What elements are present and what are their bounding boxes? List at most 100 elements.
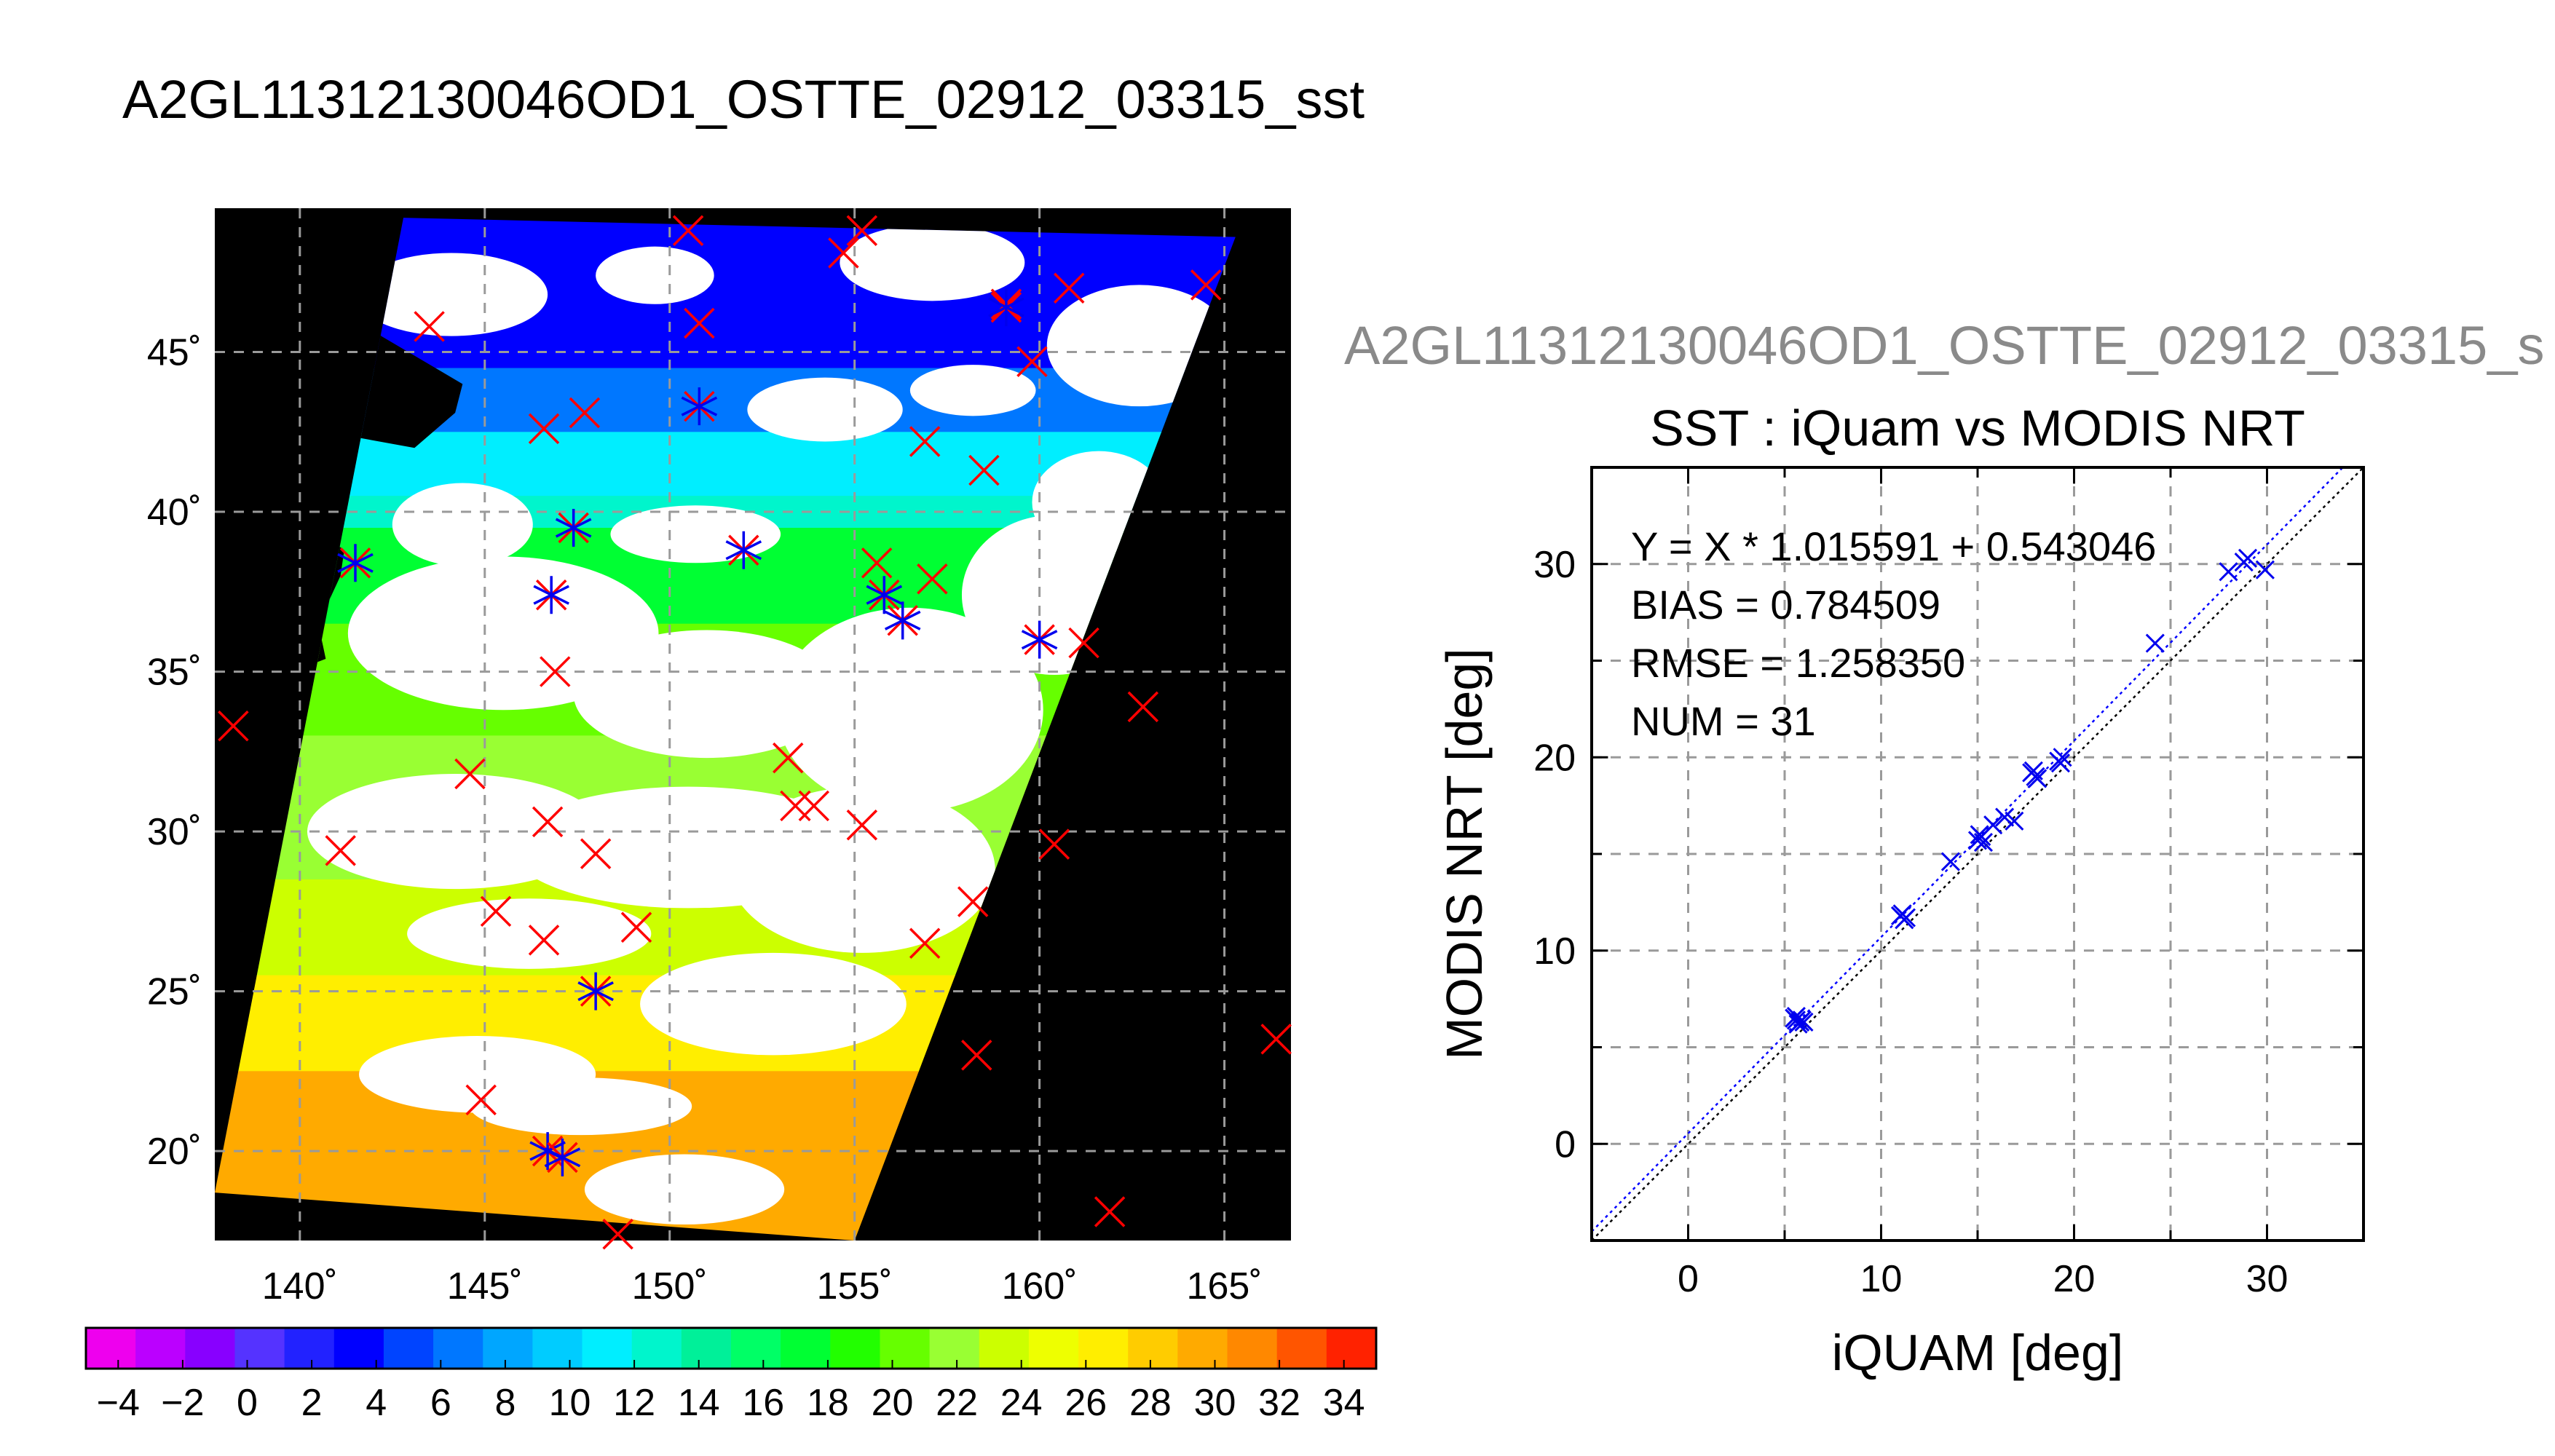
colorbar-tick-label: 32	[1258, 1382, 1300, 1424]
colorbar-swatch	[631, 1328, 682, 1369]
scatter-x-tick-label: 10	[1860, 1258, 1903, 1300]
unmatched-marker	[569, 397, 601, 429]
colorbar-swatch	[284, 1328, 335, 1369]
colorbar-swatch	[1078, 1328, 1129, 1369]
map-y-tick-label: 30˚	[147, 811, 202, 853]
scatter-point	[2053, 748, 2072, 767]
unmatched-marker	[528, 413, 560, 445]
matched-marker-star	[533, 576, 569, 614]
colorbar-tick-label: 30	[1194, 1382, 1236, 1424]
scatter-point	[2219, 562, 2238, 582]
map-markers	[218, 215, 1292, 1250]
colorbar-tick-label: 20	[872, 1382, 914, 1424]
scatter-x-label: iQUAM [deg]	[1832, 1324, 2124, 1381]
map-x-tick-label: 155˚	[817, 1265, 893, 1307]
map-y-tick-label: 35˚	[147, 652, 202, 694]
unmatched-marker	[861, 547, 893, 579]
unmatched-marker	[1038, 828, 1070, 860]
colorbar-tick-label: −2	[161, 1382, 204, 1424]
unmatched-marker	[672, 215, 704, 246]
colorbar-swatch	[1028, 1328, 1079, 1369]
unmatched-marker	[528, 925, 560, 956]
cloud-mask	[355, 253, 548, 336]
scatter-points	[1785, 548, 2275, 1034]
unmatched-marker	[1054, 272, 1085, 304]
colorbar-swatch	[483, 1328, 533, 1369]
colorbar-swatch	[433, 1328, 483, 1369]
scatter-x-tick-label: 0	[1678, 1258, 1699, 1300]
matched-marker-star	[866, 576, 903, 614]
matched-marker-star	[555, 509, 592, 547]
colorbar-swatch	[86, 1328, 136, 1369]
colorbar-swatch	[781, 1328, 831, 1369]
scatter-y-tick-label: 20	[1533, 737, 1576, 779]
colorbar-swatch	[185, 1328, 236, 1369]
colorbar-swatch	[1128, 1328, 1178, 1369]
scatter-x-tick-label: 30	[2246, 1258, 2289, 1300]
colorbar-swatch	[135, 1328, 186, 1369]
scatter-y-label: MODIS NRT [deg]	[1436, 648, 1493, 1059]
map-y-tick-label: 45˚	[147, 332, 202, 374]
matched-marker-star	[577, 972, 614, 1010]
colorbar-swatch	[731, 1328, 781, 1369]
colorbar-tick-label: 8	[494, 1382, 516, 1424]
scatter-stat: BIAS = 0.784509	[1631, 582, 1940, 628]
scatter-point	[2050, 753, 2071, 773]
unmatched-marker	[846, 215, 878, 246]
scatter-point	[2238, 548, 2258, 568]
unmatched-marker	[532, 806, 564, 838]
matched-marker-star	[988, 288, 1024, 327]
scatter-stat: NUM = 31	[1631, 698, 1816, 744]
one-to-one-line	[1592, 467, 2364, 1241]
cloud-mask	[573, 630, 840, 759]
colorbar-swatch	[582, 1328, 633, 1369]
colorbar-swatch	[929, 1328, 980, 1369]
sst-map: 140˚ 145˚ 150˚ 155˚ 160˚ 165˚ 20˚ 25˚ 30˚ 35˚ 40˚ 4…	[147, 208, 1292, 1307]
colorbar-tick-label: 28	[1129, 1382, 1172, 1424]
cloud-mask	[909, 365, 1036, 416]
colorbar-tick-label: −4	[97, 1382, 140, 1424]
cloud-mask	[584, 1154, 785, 1225]
map-x-tick-label: 140˚	[262, 1265, 338, 1307]
matched-marker-star	[337, 544, 374, 582]
scatter-y-tick-label: 0	[1555, 1123, 1576, 1166]
unmatched-marker	[620, 911, 652, 943]
figure-title: A2GL11312130046OD1_OSTTE_02912_03315_sst	[122, 69, 1365, 130]
cloud-mask	[392, 483, 533, 566]
colorbar-swatch	[1276, 1328, 1327, 1369]
matched-marker-star	[1021, 620, 1058, 659]
unmatched-marker	[480, 895, 512, 927]
scatter-point	[1896, 908, 1916, 927]
unmatched-marker	[846, 810, 878, 841]
unmatched-marker	[602, 1218, 633, 1250]
scatter-point	[1973, 833, 1994, 852]
cloud-mask	[840, 223, 1025, 301]
matched-marker-star	[544, 1138, 581, 1176]
cloud-mask	[470, 1077, 692, 1136]
unmatched-marker	[773, 742, 804, 774]
unmatched-marker	[325, 835, 356, 866]
cloud-mask	[596, 246, 714, 304]
unmatched-marker	[454, 758, 486, 790]
colorbar-swatch	[681, 1328, 732, 1369]
colorbar-tick-label: 0	[237, 1382, 258, 1424]
colorbar-tick-label: 2	[301, 1382, 323, 1424]
colorbar-tick-label: 10	[549, 1382, 591, 1424]
colorbar-frame	[84, 1326, 1378, 1370]
colorbar-swatch	[1326, 1328, 1377, 1369]
scatter-point	[1983, 815, 2003, 835]
cloud-mask	[777, 607, 1043, 812]
colorbar-tick-label: 14	[678, 1382, 720, 1424]
scatter-point	[1794, 1012, 1814, 1032]
unmatched-marker	[540, 656, 571, 687]
map-x-tick-label: 165˚	[1187, 1265, 1263, 1307]
scatter-supertitle: A2GL11312130046OD1_OSTTE_02912_03315_s	[1344, 315, 2545, 376]
unmatched-marker	[1094, 1196, 1126, 1227]
unmatched-marker	[828, 237, 859, 269]
map-grid	[215, 208, 1291, 1241]
cloud-mask	[728, 786, 995, 953]
colorbar-swatch	[830, 1328, 881, 1369]
scatter-point	[2255, 560, 2275, 579]
colorbar-swatch	[532, 1328, 583, 1369]
